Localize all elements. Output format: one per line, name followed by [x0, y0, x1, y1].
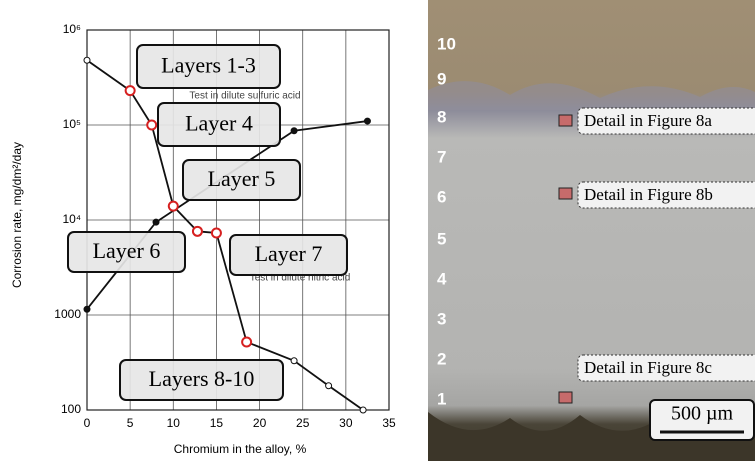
x-tick-label: 15 [210, 416, 224, 430]
figure: Corrosion rate, mg/dm²/day Chromium in t… [0, 0, 755, 461]
data-point [147, 121, 156, 130]
detail-label: Detail in Figure 8a [584, 111, 712, 130]
x-tick-label: 5 [127, 416, 134, 430]
data-point [84, 306, 90, 312]
data-point [360, 407, 366, 413]
annotation: Test in dilute sulfuric acid [189, 91, 300, 102]
x-tick-label: 0 [84, 416, 91, 430]
layer-label: 6 [437, 187, 446, 206]
x-tick-label: 30 [339, 416, 353, 430]
detail-marker [559, 115, 572, 126]
data-point [291, 128, 297, 134]
x-tick-label: 35 [382, 416, 396, 430]
y-tick-label: 1000 [54, 307, 81, 321]
layer-label: 7 [437, 147, 446, 166]
data-point [242, 337, 251, 346]
callout-label: Layer 6 [93, 238, 161, 263]
callout-label: Layers 1-3 [161, 53, 256, 78]
micrograph [428, 0, 755, 461]
callout-label: Layer 7 [255, 241, 323, 266]
x-axis-label: Chromium in the alloy, % [174, 442, 307, 456]
data-point [326, 383, 332, 389]
x-tick-label: 10 [167, 416, 181, 430]
detail-marker [559, 188, 572, 199]
data-point [84, 57, 90, 63]
data-point [364, 118, 370, 124]
detail-marker [559, 392, 572, 403]
x-tick-label: 20 [253, 416, 267, 430]
data-point [212, 228, 221, 237]
y-tick-label: 100 [61, 402, 81, 416]
y-axis-label: Corrosion rate, mg/dm²/day [10, 142, 24, 288]
callout-label: Layer 4 [185, 111, 253, 136]
data-point [126, 86, 135, 95]
layer-label: 5 [437, 229, 446, 248]
detail-label: Detail in Figure 8c [584, 358, 712, 377]
data-point [169, 202, 178, 211]
y-tick-label: 10⁶ [63, 22, 81, 36]
callout-label: Layer 5 [208, 166, 276, 191]
layer-label: 1 [437, 389, 446, 408]
layer-label: 2 [437, 349, 446, 368]
y-tick-label: 10⁴ [62, 212, 81, 226]
layer-label: 10 [437, 34, 456, 53]
layer-label: 4 [437, 269, 447, 288]
layer-label: 3 [437, 309, 446, 328]
y-tick-label: 10⁵ [63, 117, 81, 131]
data-point [291, 358, 297, 364]
data-point [153, 219, 159, 225]
data-point [193, 227, 202, 236]
layer-label: 8 [437, 107, 446, 126]
x-tick-label: 25 [296, 416, 310, 430]
layer-label: 9 [437, 69, 446, 88]
detail-label: Detail in Figure 8b [584, 185, 713, 204]
callout-label: Layers 8-10 [149, 366, 255, 391]
scale-label: 500 µm [671, 403, 734, 425]
